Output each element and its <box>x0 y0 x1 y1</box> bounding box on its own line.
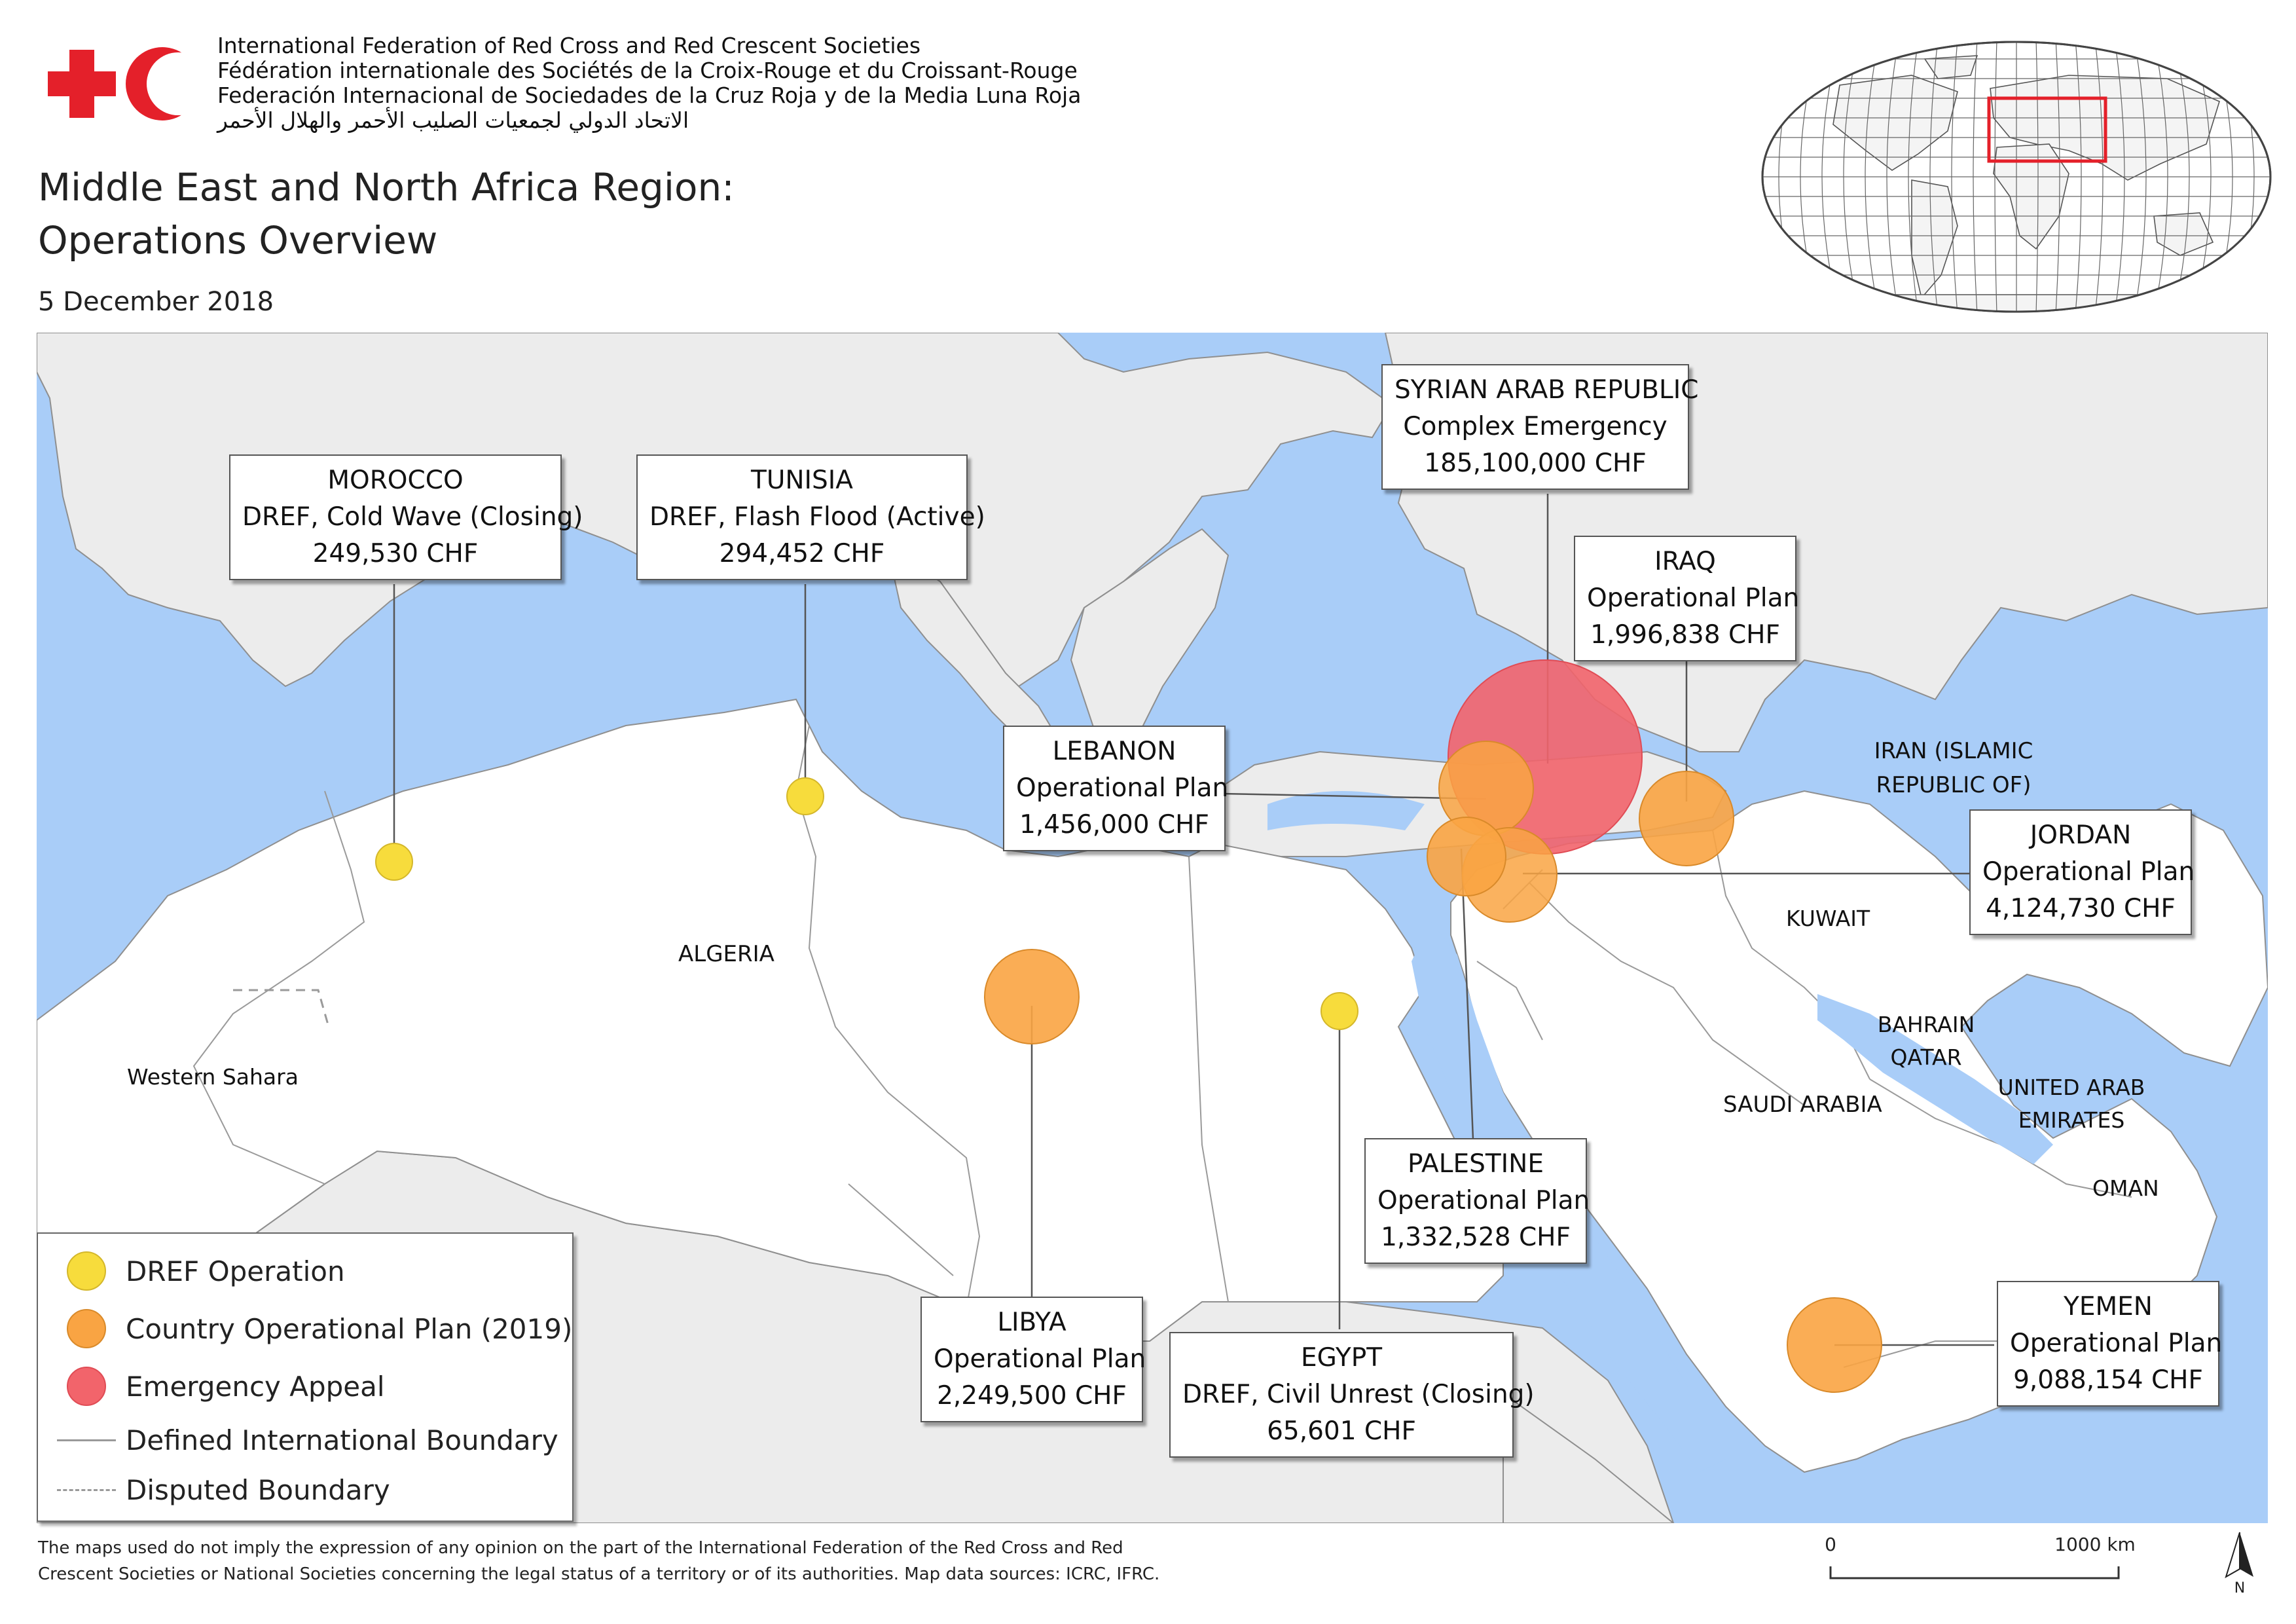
inland-seas <box>1267 791 2053 1472</box>
org-name-fr: Fédération internationale des Sociétés d… <box>217 58 1078 83</box>
org-name-en: International Federation of Red Cross an… <box>217 33 921 58</box>
disclaimer: The maps used do not imply the expressio… <box>38 1535 1282 1587</box>
callout-country: YEMEN <box>2064 1292 2153 1321</box>
dashed-line-icon <box>57 1488 116 1491</box>
plan-circle-icon <box>67 1309 106 1348</box>
legend-item-appeal: Emergency Appeal <box>54 1363 385 1409</box>
legend-item-dref: DREF Operation <box>54 1248 345 1294</box>
callout-country: LIBYA <box>997 1308 1066 1337</box>
label-iran-line2: REPUBLIC OF) <box>1876 772 2032 798</box>
callout-palestine: PALESTINE Operational Plan 1,332,528 CHF <box>1364 1138 1590 1264</box>
callout-libya: LIBYA Operational Plan 2,249,500 CHF <box>920 1297 1146 1422</box>
callout-country: MOROCCO <box>327 466 464 495</box>
callout-iraq: IRAQ Operational Plan 1,996,838 CHF <box>1574 536 1800 661</box>
disclaimer-line2: Crescent Societies or National Societies… <box>38 1564 1160 1584</box>
map-title-line2: Operations Overview <box>38 218 438 263</box>
region-highlight-box <box>1987 96 2107 163</box>
callout-type: Operational Plan <box>1587 583 1800 613</box>
callout-syria: SYRIAN ARAB REPUBLIC Complex Emergency 1… <box>1381 364 1699 490</box>
callout-amount: 4,124,730 CHF <box>1986 894 2176 923</box>
world-locator-map <box>1761 41 2272 313</box>
callout-type: Operational Plan <box>1016 773 1229 803</box>
callout-country: JORDAN <box>2030 821 2132 850</box>
north-arrow-icon: N <box>2225 1532 2253 1595</box>
legend-item-plan: Country Operational Plan (2019) <box>54 1306 572 1352</box>
callout-type: Operational Plan <box>934 1344 1146 1374</box>
scale-start-label: 0 <box>1825 1534 1836 1555</box>
solid-line-icon <box>57 1439 116 1441</box>
map-legend: DREF Operation Country Operational Plan … <box>37 1232 574 1522</box>
callout-amount: 1,996,838 CHF <box>1590 620 1780 650</box>
ifrc-logo <box>38 34 207 134</box>
circle-iraq <box>1639 771 1734 866</box>
callout-type: Operational Plan <box>1377 1186 1590 1215</box>
callout-country: TUNISIA <box>751 466 853 495</box>
callout-type: Operational Plan <box>1982 857 2195 887</box>
dref-circle-icon <box>67 1251 106 1291</box>
label-western-sahara: Western Sahara <box>127 1064 299 1090</box>
callout-amount: 9,088,154 CHF <box>2013 1365 2203 1395</box>
operation-circles <box>375 659 1882 1393</box>
map-date: 5 December 2018 <box>38 287 274 317</box>
label-qatar: QATAR <box>1890 1044 1961 1070</box>
callout-country: EGYPT <box>1300 1343 1383 1373</box>
circle-yemen <box>1787 1297 1882 1393</box>
callout-amount: 65,601 CHF <box>1267 1416 1416 1446</box>
circle-egypt <box>1321 992 1358 1030</box>
callout-egypt: EGYPT DREF, Civil Unrest (Closing) 65,60… <box>1169 1332 1535 1458</box>
callout-country: PALESTINE <box>1408 1149 1544 1179</box>
circle-tunisia <box>786 777 824 815</box>
scale-end-label: 1000 km <box>2054 1534 2136 1555</box>
north-label: N <box>2234 1580 2245 1595</box>
callout-country: SYRIAN ARAB REPUBLIC <box>1394 375 1699 405</box>
callout-jordan: JORDAN Operational Plan 4,124,730 CHF <box>1969 809 2195 935</box>
callout-lebanon: LEBANON Operational Plan 1,456,000 CHF <box>1003 726 1229 851</box>
callout-amount: 1,456,000 CHF <box>1019 810 1209 840</box>
callout-type: DREF, Flash Flood (Active) <box>649 502 985 532</box>
disclaimer-line1: The maps used do not imply the expressio… <box>38 1538 1123 1558</box>
red-crescent-icon <box>126 47 207 120</box>
scale-bar: 0 1000 km <box>1825 1534 2136 1579</box>
label-uae-line1: UNITED ARAB <box>1998 1075 2145 1100</box>
callout-type: Complex Emergency <box>1403 412 1667 441</box>
callout-amount: 294,452 CHF <box>719 539 885 568</box>
label-uae-line2: EMIRATES <box>2018 1107 2125 1133</box>
appeal-circle-icon <box>67 1367 106 1406</box>
globe-graticule <box>1762 42 2270 312</box>
callout-amount: 185,100,000 CHF <box>1424 449 1647 478</box>
callout-country: LEBANON <box>1052 737 1176 766</box>
circle-palestine <box>1427 817 1506 896</box>
legend-label-boundary: Defined International Boundary <box>126 1424 558 1456</box>
label-iran-line1: IRAN (ISLAMIC <box>1874 738 2033 764</box>
legend-item-disputed: Disputed Boundary <box>54 1467 390 1513</box>
callout-type: Operational Plan <box>2010 1329 2223 1358</box>
org-name-ar: الاتحاد الدولي لجمعيات الصليب الأحمر وال… <box>217 107 689 133</box>
legend-label-appeal: Emergency Appeal <box>126 1370 385 1403</box>
label-bahrain: BAHRAIN <box>1878 1012 1975 1037</box>
callout-type: DREF, Civil Unrest (Closing) <box>1182 1380 1535 1409</box>
circle-morocco <box>375 843 413 881</box>
callout-yemen: YEMEN Operational Plan 9,088,154 CHF <box>1997 1281 2223 1407</box>
map-title-line1: Middle East and North Africa Region: <box>38 165 735 210</box>
callout-country: IRAQ <box>1654 547 1716 576</box>
label-algeria: ALGERIA <box>678 941 774 967</box>
mena-map: ALGERIA Western Sahara IRAN (ISLAMIC REP… <box>37 333 2268 1523</box>
callout-amount: 249,530 CHF <box>312 539 479 568</box>
legend-item-boundary: Defined International Boundary <box>54 1417 558 1463</box>
disputed-boundary <box>233 989 330 1027</box>
callout-tunisia: TUNISIA DREF, Flash Flood (Active) 294,4… <box>636 454 985 580</box>
legend-label-disputed: Disputed Boundary <box>126 1473 390 1506</box>
legend-label-plan: Country Operational Plan (2019) <box>126 1312 573 1345</box>
circle-libya <box>984 949 1080 1044</box>
callout-morocco: MOROCCO DREF, Cold Wave (Closing) 249,53… <box>229 454 583 580</box>
red-cross-icon <box>48 50 116 118</box>
legend-label-dref: DREF Operation <box>126 1255 345 1287</box>
label-kuwait: KUWAIT <box>1786 906 1870 931</box>
label-saudi-arabia: SAUDI ARABIA <box>1723 1092 1882 1118</box>
label-oman: OMAN <box>2092 1175 2159 1201</box>
org-name-es: Federación Internacional de Sociedades d… <box>217 83 1082 108</box>
callout-type: DREF, Cold Wave (Closing) <box>242 502 583 532</box>
callout-amount: 1,332,528 CHF <box>1381 1223 1571 1252</box>
callout-amount: 2,249,500 CHF <box>937 1381 1127 1411</box>
